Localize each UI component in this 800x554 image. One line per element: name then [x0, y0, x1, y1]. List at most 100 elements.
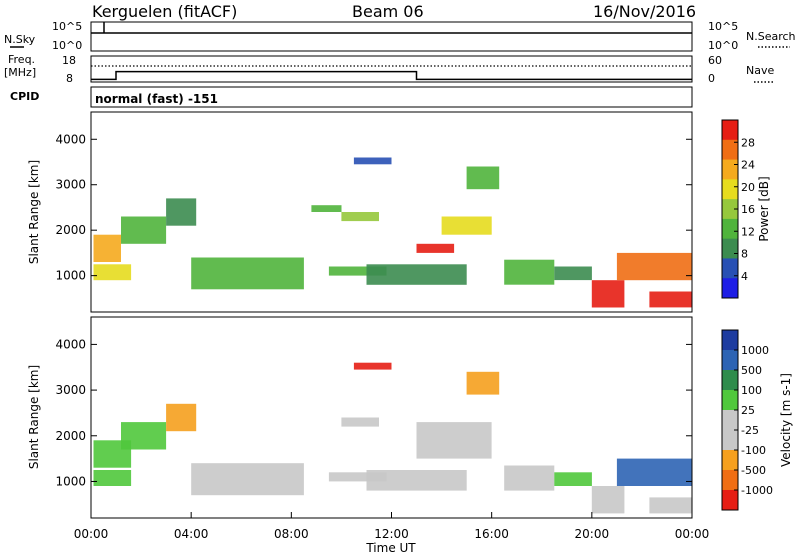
- colorbar-cell: [722, 120, 738, 141]
- colorbar-cell: [722, 490, 738, 511]
- time-tick-label: 12:00: [374, 527, 409, 541]
- scatter-region: [121, 216, 167, 244]
- time-tick-label: 20:00: [575, 527, 610, 541]
- power-colorbar-ticks: 28 24 20 16 12 8 4: [734, 136, 755, 283]
- scatter-region: [466, 371, 500, 395]
- freq-label-line1: Freq.: [8, 53, 35, 66]
- power-colorbar: 28 24 20 16 12 8 4 Power [dB]: [721, 119, 771, 299]
- nsearch-label: N.Search: [746, 30, 796, 43]
- colorbar-tick-label: -500: [741, 464, 766, 477]
- colorbar-cell: [722, 179, 738, 200]
- colorbar-cell: [722, 139, 738, 161]
- time-tick-label: 04:00: [174, 527, 209, 541]
- velocity-regions: [93, 362, 692, 514]
- cpid-frame: [90, 86, 693, 108]
- scatter-region: [93, 234, 121, 262]
- colorbar-tick-label: 1000: [741, 344, 769, 357]
- scatter-region: [504, 259, 555, 285]
- nsky-tick-bottom: 10^0: [52, 39, 82, 52]
- beam-title: Beam 06: [352, 2, 424, 21]
- power-regions: [93, 157, 692, 308]
- scatter-region: [353, 362, 392, 370]
- range-tick-label: 2000: [55, 429, 86, 443]
- freq-trace: [91, 70, 692, 81]
- nsky-tick-top: 10^5: [52, 20, 82, 33]
- velocity-yaxis-label: Slant Range [km]: [27, 365, 41, 469]
- nsearch-tick-bottom: 10^0: [708, 39, 738, 52]
- power-yaxis-label: Slant Range [km]: [27, 160, 41, 264]
- velocity-colorbar-frame: [721, 329, 739, 511]
- colorbar-cell: [722, 159, 738, 180]
- colorbar-tick-label: 16: [741, 203, 755, 216]
- colorbar-tick-label: 100: [741, 384, 762, 397]
- time-tick-label: 00:00: [675, 527, 710, 541]
- power-panel: 1000 2000 3000 4000 Slant Range [km]: [27, 111, 693, 313]
- range-tick-label: 1000: [55, 269, 86, 283]
- scatter-region: [466, 166, 500, 190]
- colorbar-cell: [722, 278, 738, 299]
- colorbar-tick-label: -25: [741, 424, 759, 437]
- scatter-region: [166, 198, 197, 226]
- scatter-region: [416, 243, 455, 253]
- freq-tick-top: 18: [62, 54, 76, 67]
- scatter-region: [616, 458, 692, 486]
- scatter-region: [328, 472, 387, 482]
- colorbar-cell: [722, 199, 738, 220]
- scatter-region: [554, 266, 592, 281]
- scatter-region: [366, 264, 467, 285]
- colorbar-cell: [722, 430, 738, 451]
- time-tick-label: 08:00: [274, 527, 309, 541]
- cpid-panel: CPID normal (fast) -151: [10, 86, 693, 108]
- velocity-colorbar-ticks: 1000 500 100 25 -25 -100 -500 -1000: [734, 344, 773, 497]
- nsearch-tick-top: 10^5: [708, 20, 738, 33]
- colorbar-tick-label: -1000: [741, 484, 773, 497]
- colorbar-tick-label: 4: [741, 270, 748, 283]
- scatter-region: [649, 497, 692, 514]
- colorbar-tick-label: 500: [741, 364, 762, 377]
- scatter-region: [504, 465, 555, 491]
- date-title: 16/Nov/2016: [593, 2, 696, 21]
- velocity-colorbar-cells: [722, 330, 738, 511]
- colorbar-cell: [722, 350, 738, 371]
- power-range-ticks: 1000 2000 3000 4000: [55, 132, 692, 283]
- power-colorbar-label: Power [dB]: [757, 176, 771, 241]
- colorbar-tick-label: 8: [741, 248, 748, 261]
- range-tick-label: 1000: [55, 474, 86, 488]
- range-tick-label: 3000: [55, 383, 86, 397]
- scatter-region: [649, 291, 692, 308]
- velocity-panel: 1000 2000 3000 4000 Slant Range [km]: [27, 316, 693, 519]
- range-tick-label: 4000: [55, 337, 86, 351]
- range-tick-label: 3000: [55, 178, 86, 192]
- nave-tick-bottom: 0: [708, 72, 715, 85]
- velocity-range-ticks: 1000 2000 3000 4000: [55, 337, 692, 488]
- freq-tick-bottom: 8: [66, 72, 73, 85]
- scatter-region: [166, 403, 197, 432]
- nsky-panel: N.Sky 10^5 10^0 10^5 10^0 N.Search: [4, 20, 796, 52]
- range-tick-label: 2000: [55, 223, 86, 237]
- colorbar-tick-label: 24: [741, 159, 755, 172]
- colorbar-cell: [722, 218, 738, 240]
- scatter-region: [191, 463, 304, 496]
- scatter-region: [591, 280, 625, 308]
- colorbar-tick-label: 25: [741, 404, 755, 417]
- time-tick-label: 16:00: [474, 527, 509, 541]
- cpid-label: CPID: [10, 90, 39, 103]
- scatter-region: [93, 470, 132, 486]
- cpid-text: normal (fast) -151: [95, 92, 218, 106]
- freq-panel: Freq. [MHz] 18 8 60 0 Nave: [4, 53, 774, 85]
- colorbar-tick-label: 12: [741, 225, 755, 238]
- range-tick-label: 4000: [55, 132, 86, 146]
- power-frame: [90, 111, 693, 313]
- time-axis: 00:00 04:00 08:00 12:00 16:00 20:00 00:00: [74, 512, 710, 541]
- scatter-region: [328, 266, 387, 276]
- scatter-region: [93, 264, 132, 281]
- nave-tick-top: 60: [708, 54, 722, 67]
- nsky-frame: [90, 21, 693, 52]
- velocity-colorbar: 1000 500 100 25 -25 -100 -500 -1000 Velocity [m…: [721, 329, 793, 511]
- freq-frame: [90, 55, 693, 83]
- nave-label: Nave: [746, 64, 774, 77]
- scatter-region: [366, 470, 467, 491]
- colorbar-tick-label: 20: [741, 181, 755, 194]
- colorbar-tick-label: -100: [741, 444, 766, 457]
